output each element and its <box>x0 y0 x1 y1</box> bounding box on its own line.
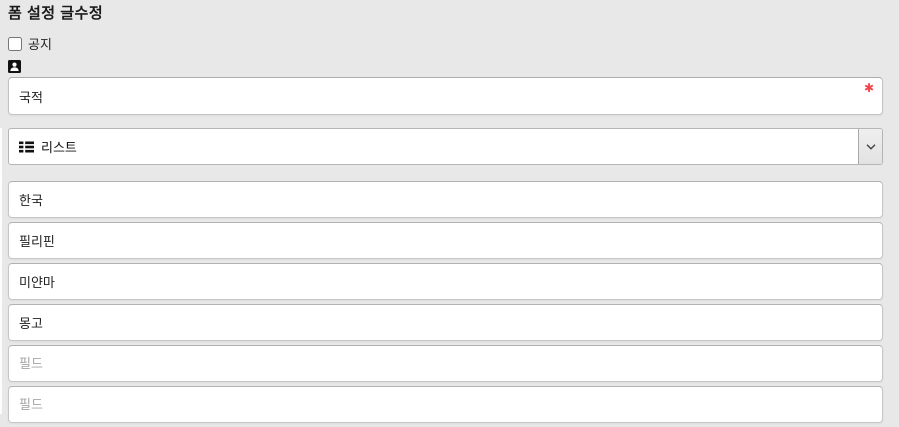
notice-checkbox-row[interactable]: 공지 <box>8 34 52 53</box>
chevron-down-icon <box>866 143 876 150</box>
option-input[interactable] <box>8 386 883 423</box>
required-asterisk: ✱ <box>863 81 874 95</box>
field-label-input[interactable] <box>8 77 883 115</box>
option-input[interactable] <box>8 222 883 259</box>
field-label-wrap: ✱ <box>8 77 883 115</box>
select-dropdown-button[interactable] <box>858 129 882 164</box>
notice-label: 공지 <box>28 37 52 52</box>
field-type-select[interactable]: 리스트 <box>8 128 883 165</box>
option-list <box>8 181 883 427</box>
page-title: 폼 설정 글수정 <box>8 5 104 22</box>
th-list-icon <box>19 141 34 153</box>
notice-checkbox[interactable] <box>8 36 22 51</box>
left-gutter <box>0 128 2 414</box>
option-input[interactable] <box>8 345 883 382</box>
option-input[interactable] <box>8 263 883 300</box>
option-input[interactable] <box>8 304 883 341</box>
user-icon <box>8 60 21 73</box>
field-type-value: 리스트 <box>41 140 77 155</box>
option-input[interactable] <box>8 181 883 218</box>
